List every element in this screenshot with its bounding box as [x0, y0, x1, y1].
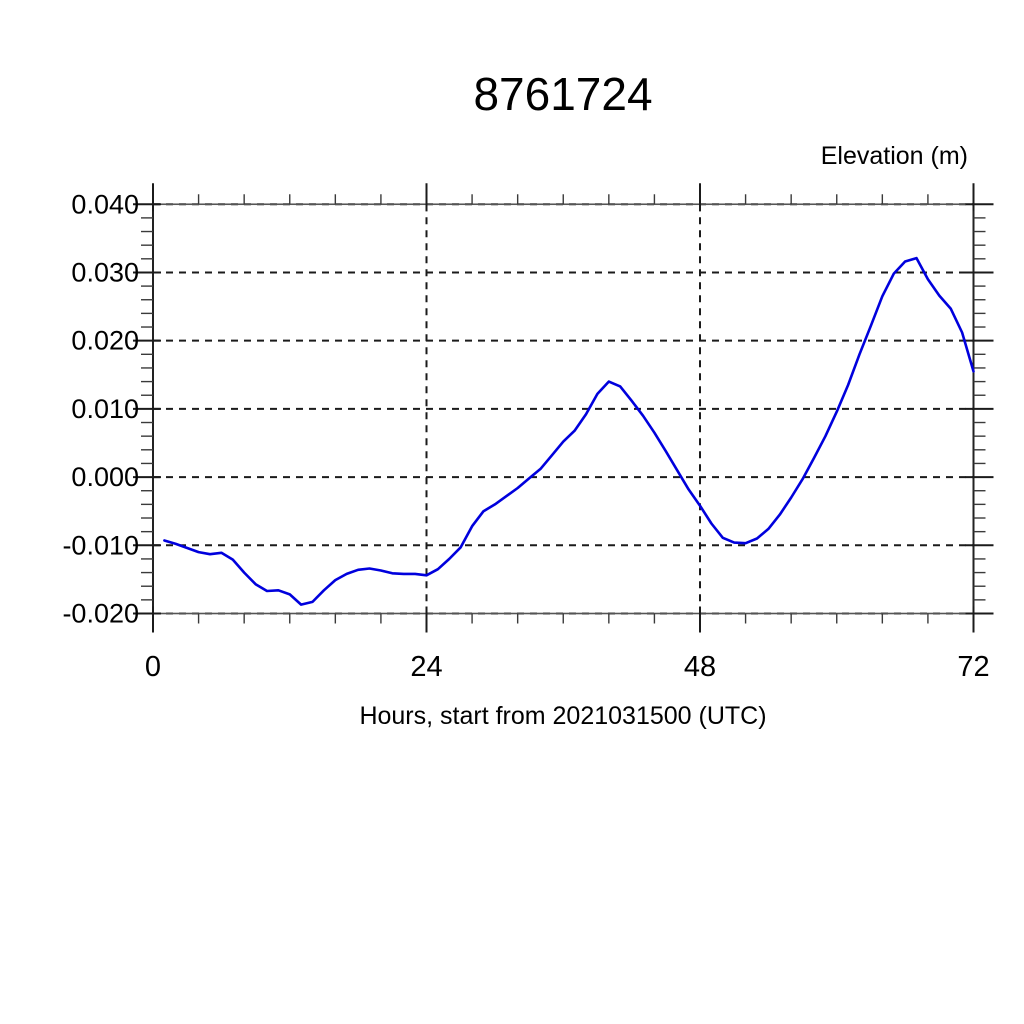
- axis-ticks: [133, 183, 994, 633]
- elevation-curve: [163, 256, 975, 606]
- y-tick-label: 0.030: [71, 257, 139, 287]
- y-tick-label: 0.020: [71, 326, 139, 356]
- y-tick-label: -0.010: [62, 530, 139, 560]
- tick-labels: -0.020 -0.010 0.000 0.010 0.020 0.030 0.040 0 24…: [62, 189, 989, 683]
- elevation-line-series: [163, 256, 975, 606]
- y-axis-unit-label: Elevation (m): [821, 142, 968, 170]
- y-tick-label: 0.040: [71, 189, 139, 219]
- x-tick-label: 24: [410, 651, 442, 683]
- x-tick-label: 0: [145, 651, 161, 683]
- x-tick-label: 48: [684, 651, 716, 683]
- y-tick-label: -0.020: [62, 599, 139, 629]
- x-tick-label: 72: [957, 651, 989, 683]
- y-tick-label: 0.010: [71, 394, 139, 424]
- x-axis-label: Hours, start from 2021031500 (UTC): [359, 702, 766, 730]
- y-tick-label: 0.000: [71, 462, 139, 492]
- chart-title: 8761724: [473, 68, 652, 120]
- gridlines: [153, 203, 974, 615]
